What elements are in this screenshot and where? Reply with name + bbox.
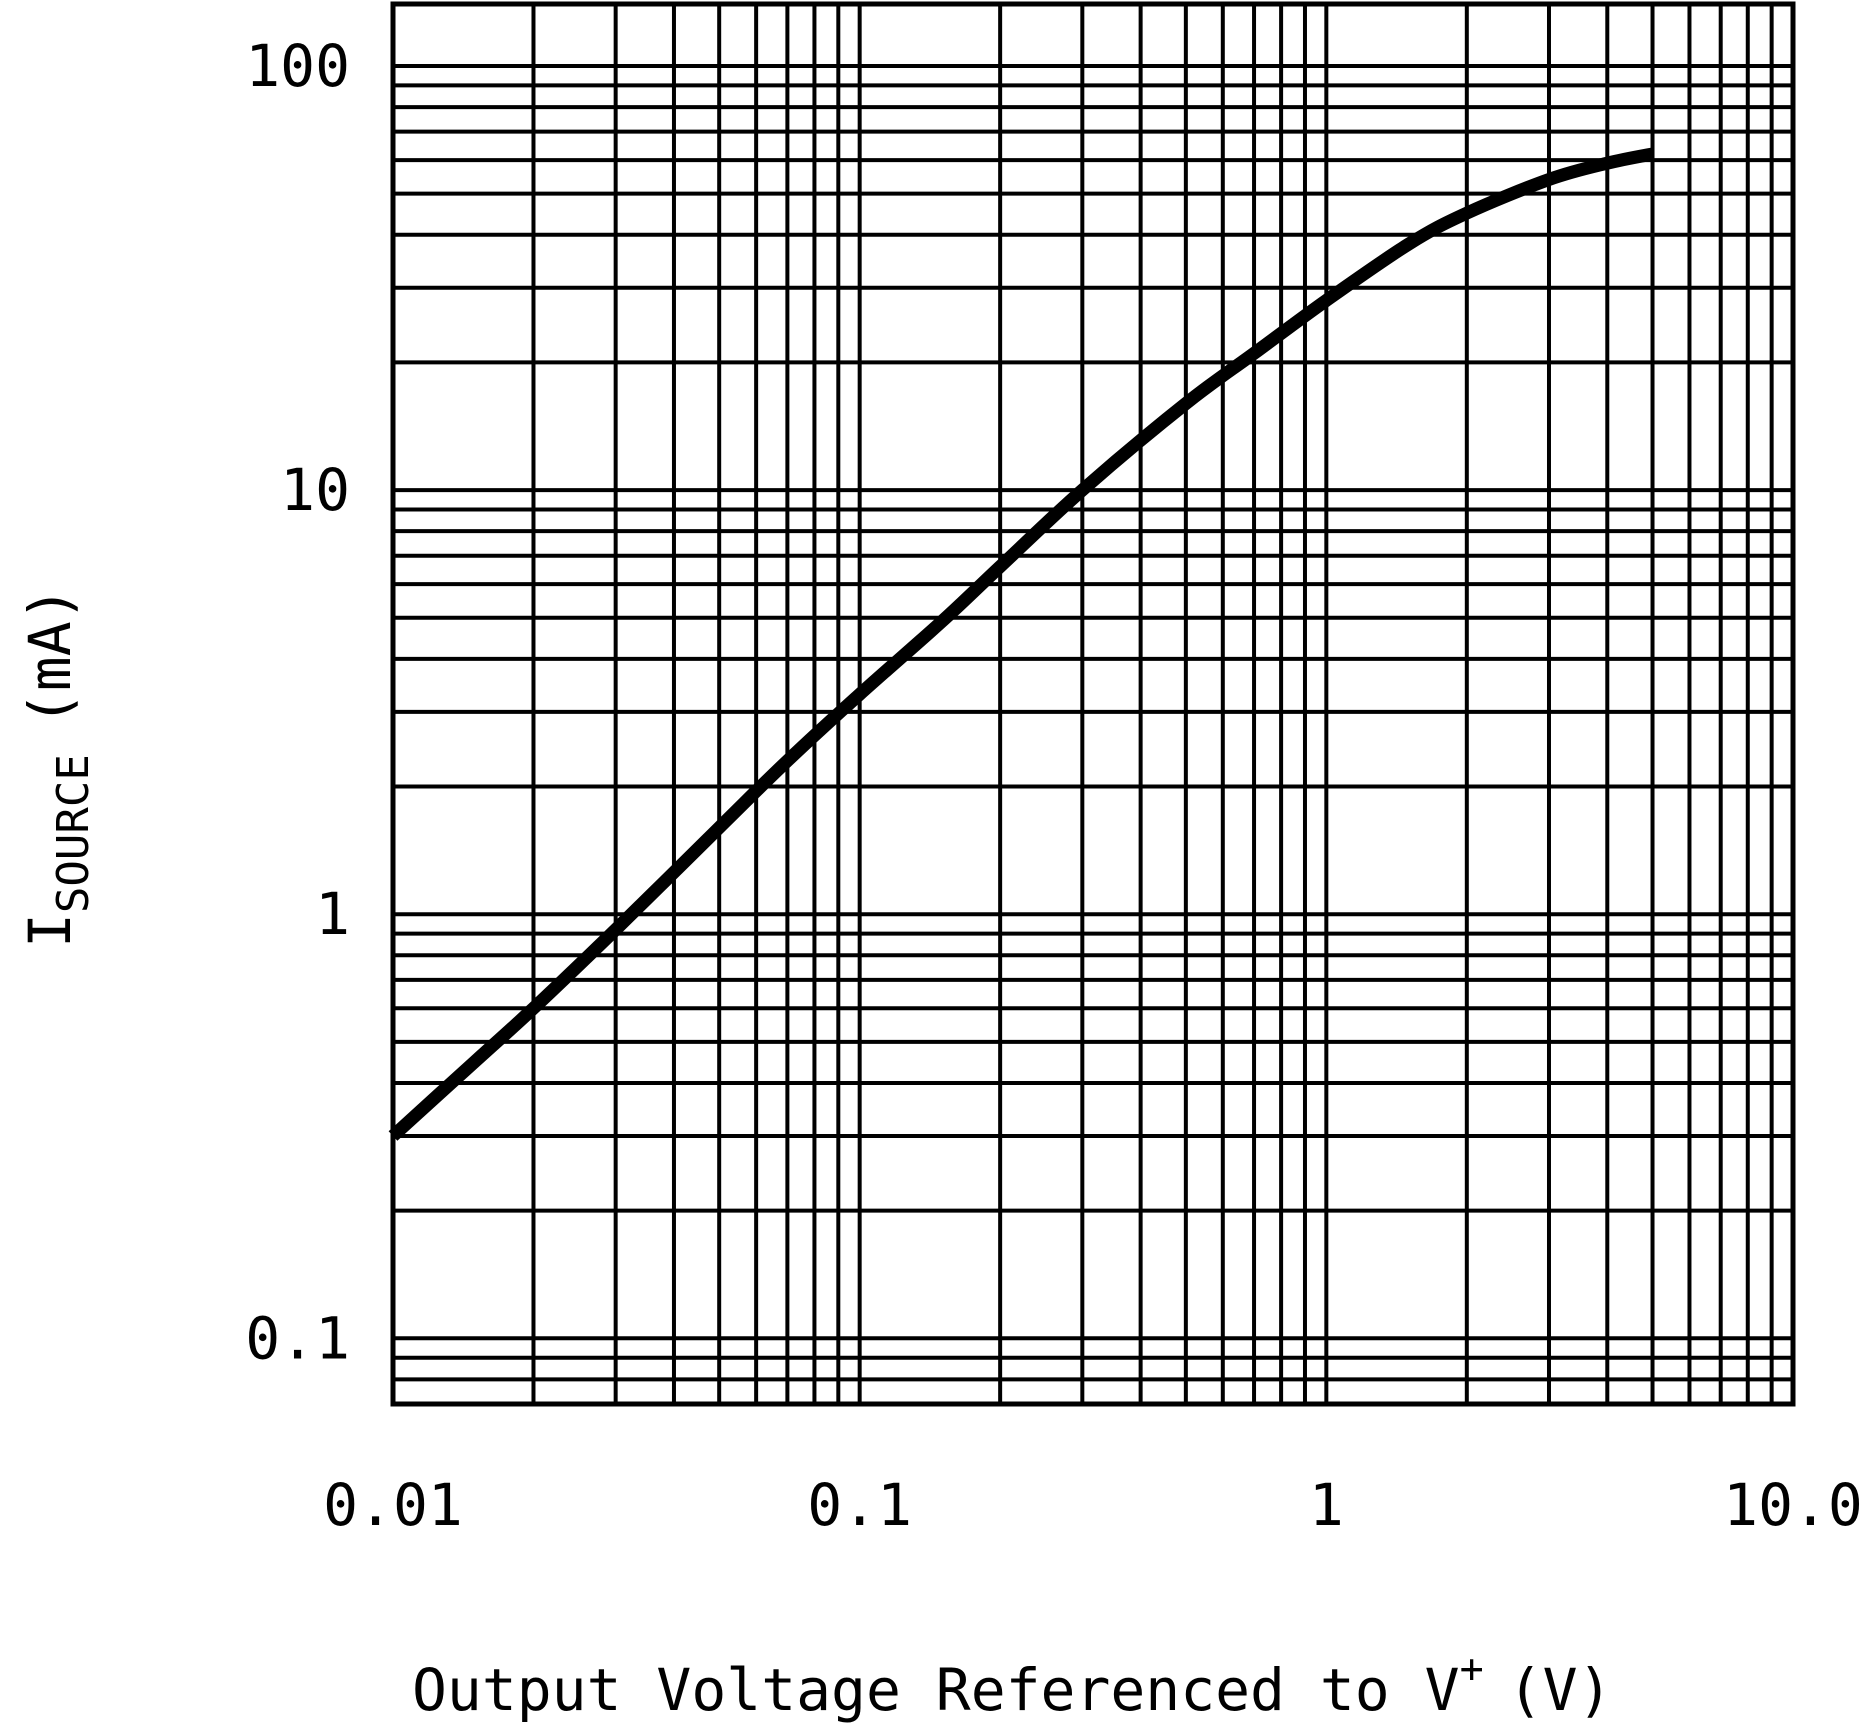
x-axis-label: Output Voltage Referenced to V+ (V) [412,1646,1612,1724]
x-axis-label-text: Output Voltage Referenced to V [412,1656,1460,1724]
x-axis-label-unit: (V) [1508,1656,1613,1724]
y-axis-ticks: 0.1 1 10 100 [245,32,350,1372]
x-tick-label: 0.1 [807,1471,912,1539]
series-layer [388,147,1654,1141]
x-axis-ticks: 0.01 0.1 1 10.0 [323,1471,1862,1539]
y-axis-label-subscript: SOURCE [48,754,99,913]
x-axis-label-superscript: + [1460,1646,1484,1692]
y-tick-label: 10 [280,456,350,524]
y-axis-label-text: I [16,913,84,948]
y-axis-label: ISOURCE (mA) [16,586,99,948]
y-axis-label-unit: (mA) [16,586,84,726]
series-line [388,147,1654,1141]
y-tick-label: 100 [245,32,350,100]
x-tick-label: 0.01 [323,1471,463,1539]
plot-area-border [390,1,1796,1407]
x-tick-label: 1 [1309,1471,1344,1539]
grid-lines [393,4,1793,1404]
x-tick-label: 10.0 [1723,1471,1862,1539]
y-tick-label: 0.1 [245,1304,350,1372]
y-tick-label: 1 [315,880,350,948]
